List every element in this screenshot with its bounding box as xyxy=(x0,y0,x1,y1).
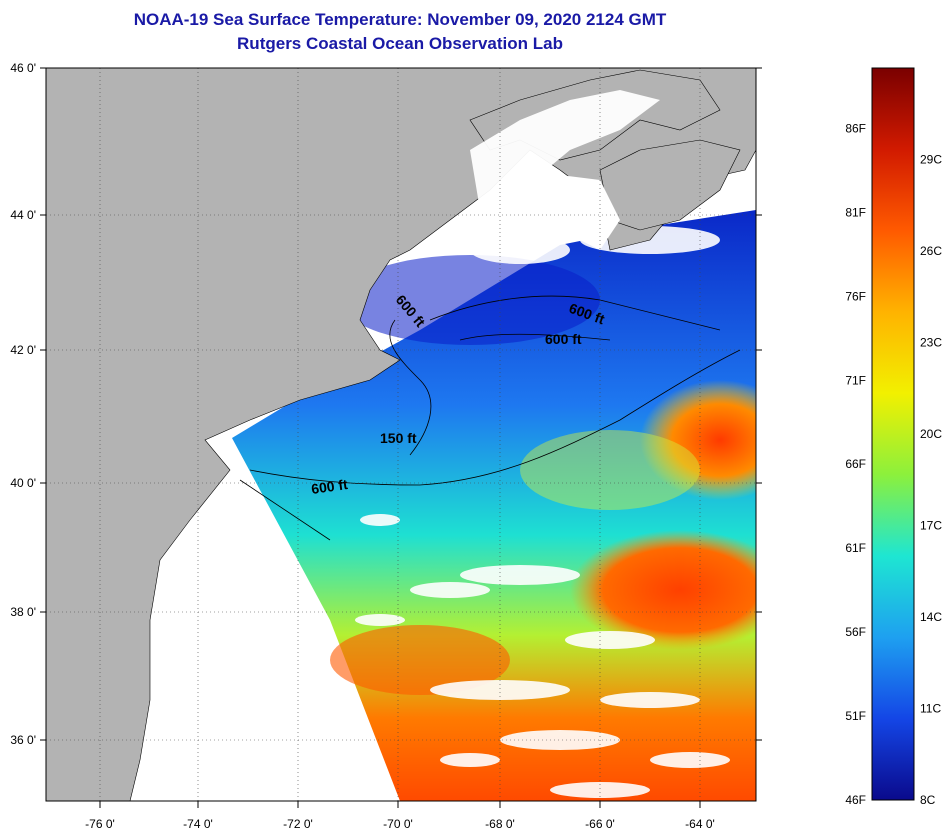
colorbar-c-label: 23C xyxy=(920,336,942,350)
lon-label: -72 0' xyxy=(283,817,313,831)
lon-label: -64 0' xyxy=(685,817,715,831)
colorbar-c-label: 29C xyxy=(920,153,942,167)
colorbar-f-label: 86F xyxy=(845,121,866,135)
colorbar-gradient xyxy=(872,68,914,800)
lon-label: -70 0' xyxy=(383,817,413,831)
lat-label: 36 0' xyxy=(10,733,36,747)
contour-label: 150 ft xyxy=(380,430,417,446)
temperature-colorbar: 86F 81F 76F 71F 66F 61F 56F 51F 46F 29C 26C 23C 20C… xyxy=(840,60,944,820)
colorbar-f-label: 56F xyxy=(845,625,866,639)
colorbar-f-label: 76F xyxy=(845,289,866,303)
colorbar-f-label: 61F xyxy=(845,541,866,555)
colorbar-f-label: 51F xyxy=(845,709,866,723)
colorbar-c-label: 20C xyxy=(920,427,942,441)
colorbar-c-label: 8C xyxy=(920,793,936,807)
lon-label: -76 0' xyxy=(85,817,115,831)
lat-label: 42 0' xyxy=(10,343,36,357)
lat-label: 44 0' xyxy=(10,208,36,222)
colorbar-f-label: 46F xyxy=(845,793,866,807)
contour-label: 600 ft xyxy=(545,331,582,347)
colorbar-f-label: 81F xyxy=(845,205,866,219)
colorbar-f-label: 71F xyxy=(845,373,866,387)
sst-map: 600 ft 600 ft 600 ft 150 ft 600 ft xyxy=(0,0,800,832)
colorbar-f-label: 66F xyxy=(845,457,866,471)
lat-label: 40 0' xyxy=(10,476,36,490)
lon-label: -66 0' xyxy=(585,817,615,831)
lon-label: -74 0' xyxy=(183,817,213,831)
colorbar-c-label: 11C xyxy=(920,702,941,716)
lat-label: 38 0' xyxy=(10,605,36,619)
colorbar-c-label: 17C xyxy=(920,519,942,533)
lon-label: -68 0' xyxy=(485,817,515,831)
colorbar-c-label: 14C xyxy=(920,610,942,624)
colorbar-c-label: 26C xyxy=(920,244,942,258)
lat-label: 46 0' xyxy=(10,61,36,75)
